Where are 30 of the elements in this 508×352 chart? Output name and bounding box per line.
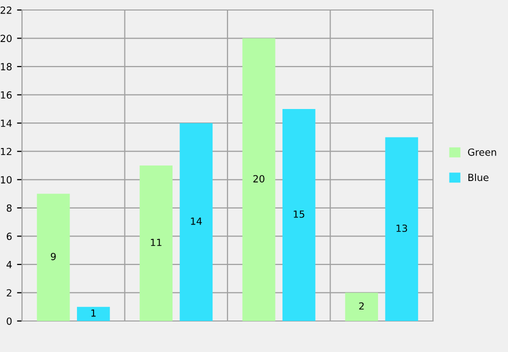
data-label: 11	[150, 238, 162, 246]
data-label: 13	[396, 224, 408, 232]
data-label: 20	[253, 175, 264, 182]
bar	[242, 38, 276, 321]
data-label: 9	[50, 252, 56, 260]
bar	[140, 166, 173, 321]
bar	[345, 292, 378, 321]
y-tick-label: 22	[0, 6, 12, 14]
y-tick-label: 20	[0, 34, 12, 42]
y-tick-label: 16	[0, 91, 12, 99]
y-tick-label: 4	[6, 261, 12, 268]
bar	[385, 137, 418, 321]
legend-label: Green	[468, 148, 496, 156]
y-tick-label: 14	[0, 120, 12, 127]
y-tick-label: 8	[6, 204, 12, 212]
bar	[282, 108, 316, 321]
y-tick-label: 10	[0, 176, 12, 184]
bar	[180, 123, 213, 321]
bar	[76, 306, 110, 321]
bar	[36, 194, 70, 321]
data-label: 14	[191, 218, 202, 225]
data-label: 15	[294, 210, 304, 218]
y-tick-label: 12	[0, 148, 12, 156]
legend-label: Blue	[468, 174, 488, 182]
data-label: 2	[359, 302, 364, 310]
data-label: 1	[91, 310, 96, 317]
y-tick-label: 6	[6, 232, 12, 240]
y-tick-label: 18	[0, 63, 12, 70]
y-tick-label: 2	[6, 289, 12, 296]
y-tick-label: 0	[6, 317, 12, 325]
